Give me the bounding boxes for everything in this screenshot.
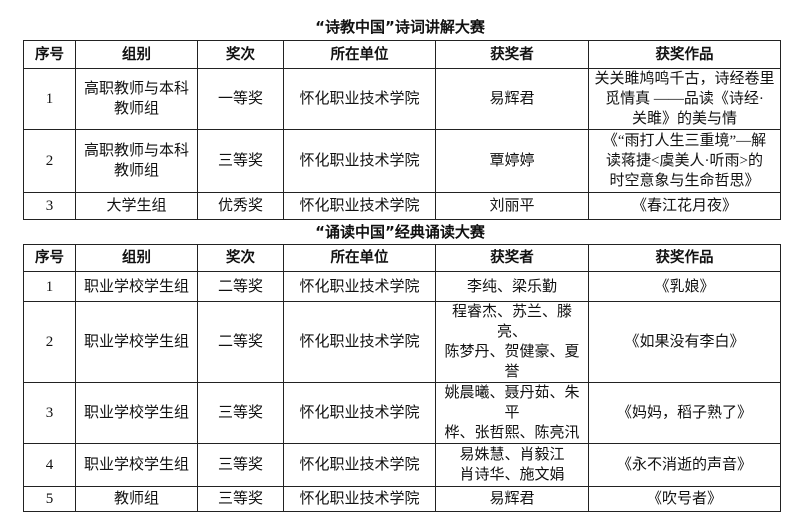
no-cell: 1 (23, 271, 76, 302)
group-cell: 教师组 (75, 486, 198, 512)
group-cell: 大学生组 (75, 192, 198, 220)
group-cell: 高职教师与本科 教师组 (75, 68, 198, 130)
award-cell: 三等奖 (197, 443, 284, 487)
table-row: 4 职业学校学生组 三等奖 怀化职业技术学院 易姝慧、肖毅江 肖诗华、施文娟 《永不消逝的… (23, 443, 781, 487)
table-row: 3 大学生组 优秀奖 怀化职业技术学院 刘丽平 《春江花月夜》 (23, 192, 781, 220)
unit-cell: 怀化职业技术学院 (283, 271, 436, 302)
no-cell: 4 (23, 443, 76, 487)
group-cell: 职业学校学生组 (75, 443, 198, 487)
award-cell: 二等奖 (197, 271, 284, 302)
name-cell: 易辉君 (435, 68, 589, 130)
unit-cell: 怀化职业技术学院 (283, 382, 436, 444)
column-header: 奖次 (197, 244, 284, 272)
work-cell: 《妈妈，稻子熟了》 (588, 382, 781, 444)
classic-recitation-awards-table: 序号 组别 奖次 所在单位 获奖者 获奖作品 1 职业学校学生组 二等奖 怀化职业技术学院 李纯、梁… (23, 244, 781, 512)
unit-cell: 怀化职业技术学院 (283, 486, 436, 512)
award-cell: 三等奖 (197, 486, 284, 512)
unit-cell: 怀化职业技术学院 (283, 68, 436, 130)
table-row: 2 职业学校学生组 二等奖 怀化职业技术学院 程睿杰、苏兰、滕亮、 陈梦丹、贺健豪、夏誉… (23, 301, 781, 383)
column-header: 获奖者 (435, 244, 589, 272)
column-header: 序号 (23, 244, 76, 272)
name-cell: 易辉君 (435, 486, 589, 512)
award-cell: 三等奖 (197, 382, 284, 444)
column-header: 组别 (75, 244, 198, 272)
no-cell: 2 (23, 129, 76, 193)
header-row: 序号 组别 奖次 所在单位 获奖者 获奖作品 (23, 40, 781, 69)
award-cell: 优秀奖 (197, 192, 284, 220)
no-cell: 3 (23, 192, 76, 220)
no-cell: 1 (23, 68, 76, 130)
work-cell: 关关雎鸠鸣千古，诗经卷里 觅情真 ——品读《诗经· 关雎》的美与情 (588, 68, 781, 130)
no-cell: 5 (23, 486, 76, 512)
table-row: 1 高职教师与本科 教师组 一等奖 怀化职业技术学院 易辉君 关关雎鸠鸣千古，诗经卷里 觅… (23, 68, 781, 130)
name-cell: 李纯、梁乐勤 (435, 271, 589, 302)
column-header: 奖次 (197, 40, 284, 69)
group-cell: 高职教师与本科 教师组 (75, 129, 198, 193)
group-cell: 职业学校学生组 (75, 301, 198, 383)
name-cell: 姚晨曦、聂丹茹、朱平 桦、张哲熙、陈亮汛 (435, 382, 589, 444)
column-header: 获奖作品 (588, 40, 781, 69)
column-header: 组别 (75, 40, 198, 69)
name-cell: 覃婷婷 (435, 129, 589, 193)
column-header: 序号 (23, 40, 76, 69)
table-row: 1 职业学校学生组 二等奖 怀化职业技术学院 李纯、梁乐勤 《乳娘》 (23, 271, 781, 302)
group-cell: 职业学校学生组 (75, 271, 198, 302)
table-1-title: “诗教中国”诗词讲解大赛 (315, 18, 485, 36)
award-cell: 二等奖 (197, 301, 284, 383)
group-cell: 职业学校学生组 (75, 382, 198, 444)
work-cell: 《如果没有李白》 (588, 301, 781, 383)
unit-cell: 怀化职业技术学院 (283, 192, 436, 220)
column-header: 获奖者 (435, 40, 589, 69)
unit-cell: 怀化职业技术学院 (283, 129, 436, 193)
no-cell: 3 (23, 382, 76, 444)
no-cell: 2 (23, 301, 76, 383)
award-cell: 三等奖 (197, 129, 284, 193)
table-row: 2 高职教师与本科 教师组 三等奖 怀化职业技术学院 覃婷婷 《“雨打人生三重境”—解 读… (23, 129, 781, 193)
table-2-title: “诵读中国”经典诵读大赛 (315, 223, 485, 241)
work-cell: 《“雨打人生三重境”—解 读蒋捷<虞美人·听雨>的 时空意象与生命哲思》 (588, 129, 781, 193)
name-cell: 易姝慧、肖毅江 肖诗华、施文娟 (435, 443, 589, 487)
table-row: 5 教师组 三等奖 怀化职业技术学院 易辉君 《吹号者》 (23, 486, 781, 512)
name-cell: 刘丽平 (435, 192, 589, 220)
header-row: 序号 组别 奖次 所在单位 获奖者 获奖作品 (23, 244, 781, 272)
column-header: 所在单位 (283, 40, 436, 69)
table-row: 3 职业学校学生组 三等奖 怀化职业技术学院 姚晨曦、聂丹茹、朱平 桦、张哲熙、陈亮汛《… (23, 382, 781, 444)
unit-cell: 怀化职业技术学院 (283, 301, 436, 383)
column-header: 所在单位 (283, 244, 436, 272)
column-header: 获奖作品 (588, 244, 781, 272)
award-cell: 一等奖 (197, 68, 284, 130)
work-cell: 《乳娘》 (588, 271, 781, 302)
name-cell: 程睿杰、苏兰、滕亮、 陈梦丹、贺健豪、夏誉 (435, 301, 589, 383)
unit-cell: 怀化职业技术学院 (283, 443, 436, 487)
work-cell: 《吹号者》 (588, 486, 781, 512)
work-cell: 《春江花月夜》 (588, 192, 781, 220)
work-cell: 《永不消逝的声音》 (588, 443, 781, 487)
poetry-lecture-awards-table: 序号 组别 奖次 所在单位 获奖者 获奖作品 1 高职教师与本科 教师组 一等奖 怀化职业技术学院… (23, 40, 781, 220)
